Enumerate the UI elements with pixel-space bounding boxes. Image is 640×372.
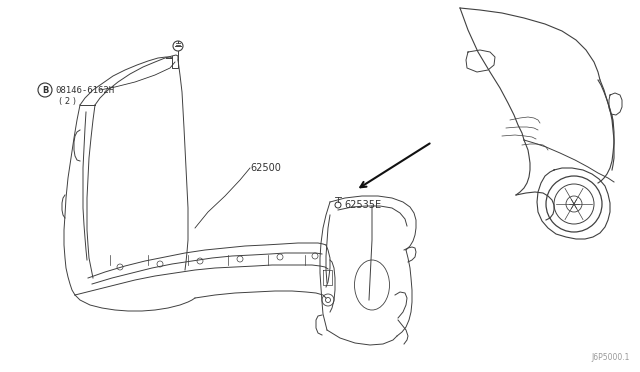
- Text: B: B: [42, 86, 48, 94]
- Text: 62500: 62500: [250, 163, 281, 173]
- Text: J6P5000.1: J6P5000.1: [591, 353, 630, 362]
- Text: 62535E: 62535E: [344, 200, 381, 210]
- Text: ( 2 ): ( 2 ): [59, 96, 76, 106]
- Text: 08146-6162H: 08146-6162H: [55, 86, 114, 94]
